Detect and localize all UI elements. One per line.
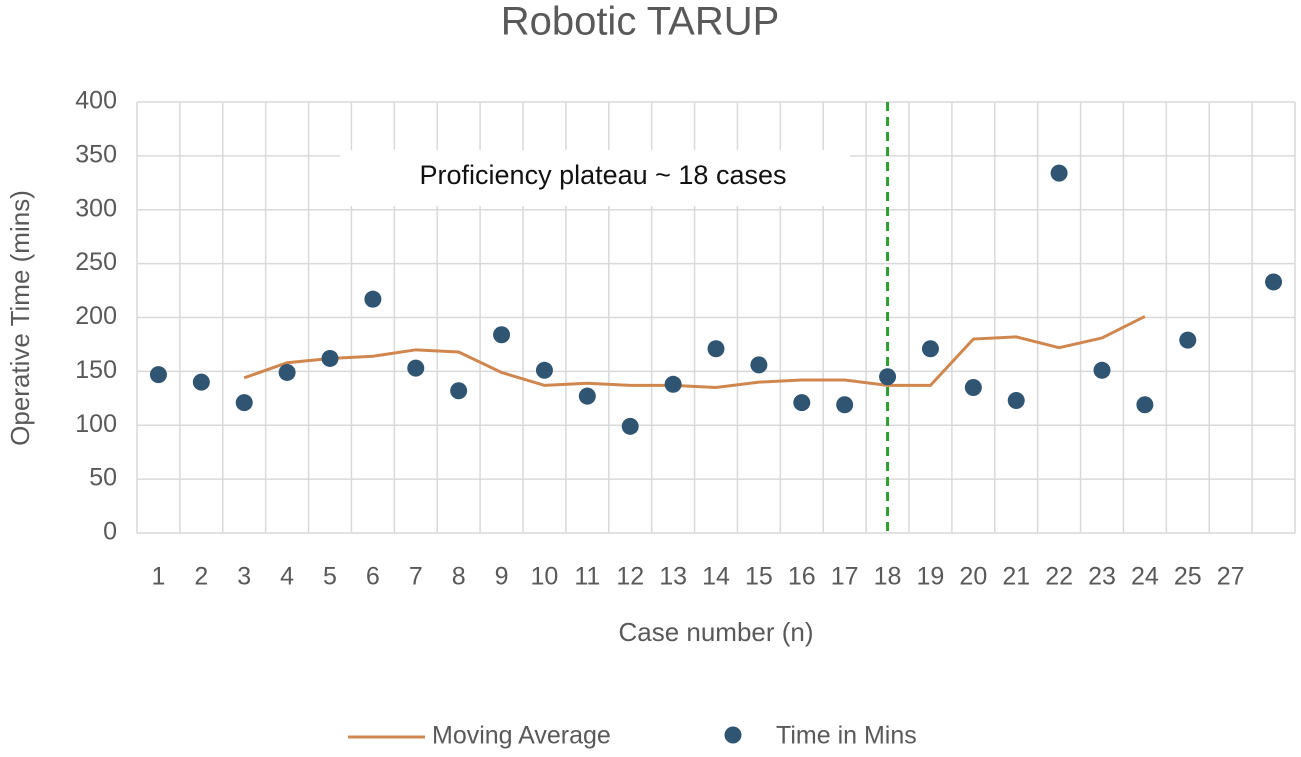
x-tick-label: 27 [1217, 563, 1245, 591]
data-point [278, 363, 296, 381]
chart-title: Robotic TARUP [501, 0, 780, 44]
data-point [793, 394, 811, 412]
x-tick-label: 20 [959, 563, 987, 591]
legend-label: Time in Mins [776, 722, 917, 750]
data-point [879, 368, 897, 386]
x-tick-label: 24 [1131, 563, 1159, 591]
legend-swatch [724, 726, 742, 744]
data-point [621, 417, 639, 435]
x-tick-label: 9 [495, 563, 509, 591]
data-point [707, 340, 725, 358]
y-tick-label: 300 [75, 194, 117, 222]
data-point [578, 387, 596, 405]
data-point [1007, 391, 1025, 409]
x-tick-label: 19 [917, 563, 945, 591]
data-point [321, 349, 339, 367]
y-tick-label: 50 [89, 464, 117, 492]
x-tick-label: 1 [151, 563, 165, 591]
x-tick-label: 10 [531, 563, 559, 591]
data-point [407, 359, 425, 377]
y-tick-label: 400 [75, 87, 117, 115]
annotation-text: Proficiency plateau ~ 18 cases [420, 160, 787, 190]
x-tick-label: 25 [1174, 563, 1202, 591]
x-tick-label: 13 [659, 563, 687, 591]
data-point [1179, 331, 1197, 349]
data-point [493, 326, 511, 344]
x-tick-label: 16 [788, 563, 816, 591]
data-point [1050, 164, 1068, 182]
data-point [235, 394, 253, 412]
data-point [750, 356, 768, 374]
x-tick-label: 23 [1088, 563, 1116, 591]
x-tick-label: 5 [323, 563, 337, 591]
x-tick-label: 12 [616, 563, 644, 591]
y-tick-label: 0 [103, 518, 117, 546]
data-point [535, 361, 553, 379]
data-point [1136, 396, 1154, 414]
x-tick-label: 8 [452, 563, 466, 591]
annotation: Proficiency plateau ~ 18 cases [340, 150, 850, 206]
x-axis-label: Case number (n) [618, 617, 813, 647]
y-tick-label: 100 [75, 410, 117, 438]
annotation-box [340, 150, 850, 206]
y-tick-label: 350 [75, 140, 117, 168]
x-tick-label: 17 [831, 563, 859, 591]
x-tick-label: 6 [366, 563, 380, 591]
x-tick-label: 22 [1045, 563, 1073, 591]
y-axis-label: Operative Time (mins) [5, 190, 35, 446]
y-tick-label: 200 [75, 302, 117, 330]
data-point [1093, 361, 1111, 379]
y-tick-label: 250 [75, 248, 117, 276]
x-tick-label: 4 [280, 563, 294, 591]
moving-average-line [243, 315, 1146, 390]
y-tick-label: 150 [75, 356, 117, 384]
x-tick-label: 2 [194, 563, 208, 591]
x-tick-label: 18 [874, 563, 902, 591]
x-tick-label: 3 [237, 563, 251, 591]
data-point [836, 396, 854, 414]
x-tick-label: 15 [745, 563, 773, 591]
data-point [450, 382, 468, 400]
data-point [964, 379, 982, 397]
data-point [921, 340, 939, 358]
data-point [192, 373, 210, 391]
data-point [664, 375, 682, 393]
data-point [1265, 273, 1283, 291]
x-tick-label: 7 [409, 563, 423, 591]
x-tick-label: 21 [1002, 563, 1030, 591]
data-point [149, 366, 167, 384]
data-point [364, 290, 382, 308]
x-tick-label: 11 [574, 563, 600, 591]
x-tick-label: 14 [702, 563, 730, 591]
legend-label: Moving Average [432, 722, 611, 750]
